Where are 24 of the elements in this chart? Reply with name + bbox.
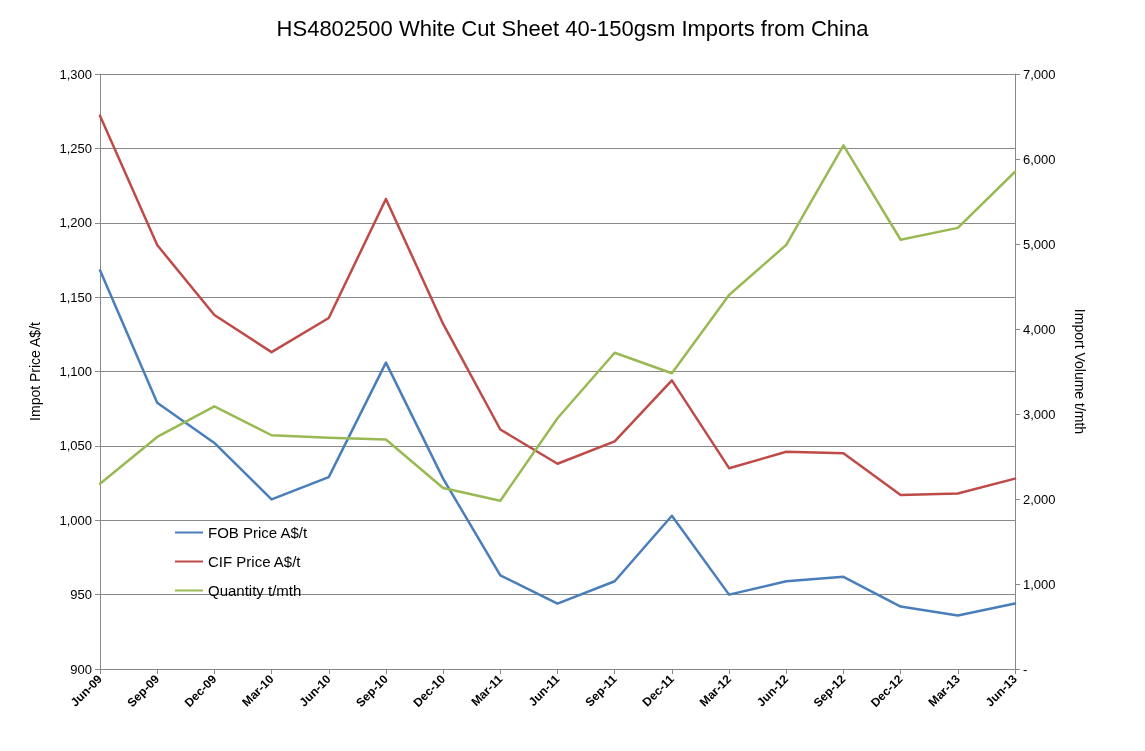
y-tick-label: 1,200 bbox=[59, 215, 92, 231]
legend-label: CIF Price A$/t bbox=[208, 553, 302, 570]
y2-tick-label: 5,000 bbox=[1023, 236, 1056, 252]
legend-label: FOB Price A$/t bbox=[208, 524, 309, 541]
y-tick-label: 900 bbox=[70, 661, 92, 677]
y-axis-title: Impot Price A$/t bbox=[27, 321, 43, 421]
y2-tick-label: 1,000 bbox=[1023, 576, 1056, 592]
y2-tick-label: 6,000 bbox=[1023, 151, 1056, 167]
chart-title: HS4802500 White Cut Sheet 40-150gsm Imports from China bbox=[276, 15, 870, 41]
line-series bbox=[98, 269, 1017, 617]
legend-label: Quantity t/mth bbox=[208, 582, 302, 599]
y-tick-label: 1,300 bbox=[59, 66, 92, 82]
y-tick-label: 1,100 bbox=[59, 364, 92, 379]
y2-tick-label: 3,000 bbox=[1023, 406, 1056, 422]
y2-tick-label: 4,000 bbox=[1023, 321, 1056, 337]
y2-tick-label: 7,000 bbox=[1023, 66, 1056, 82]
y-tick-label: 1,250 bbox=[59, 140, 92, 156]
y2-tick-label: 2,000 bbox=[1023, 491, 1056, 507]
y2-tick-label: - bbox=[1023, 661, 1028, 677]
y-tick-label: 1,150 bbox=[59, 289, 92, 305]
y-tick-label: 950 bbox=[70, 587, 92, 603]
y-tick-label: 1,050 bbox=[59, 438, 92, 454]
y-tick-label: 1,000 bbox=[59, 512, 92, 528]
y2-axis-title: Import Volume t/mth bbox=[1072, 308, 1088, 435]
